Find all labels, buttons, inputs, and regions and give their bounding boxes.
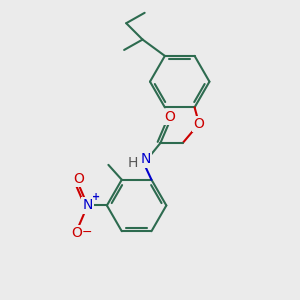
Text: O: O: [194, 117, 205, 131]
Text: −: −: [82, 226, 92, 239]
Text: +: +: [92, 192, 100, 202]
Text: O: O: [72, 226, 83, 240]
Text: N: N: [82, 199, 93, 212]
Text: H: H: [128, 156, 138, 170]
Text: O: O: [73, 172, 84, 186]
Text: O: O: [164, 110, 175, 124]
Text: N: N: [140, 152, 151, 167]
